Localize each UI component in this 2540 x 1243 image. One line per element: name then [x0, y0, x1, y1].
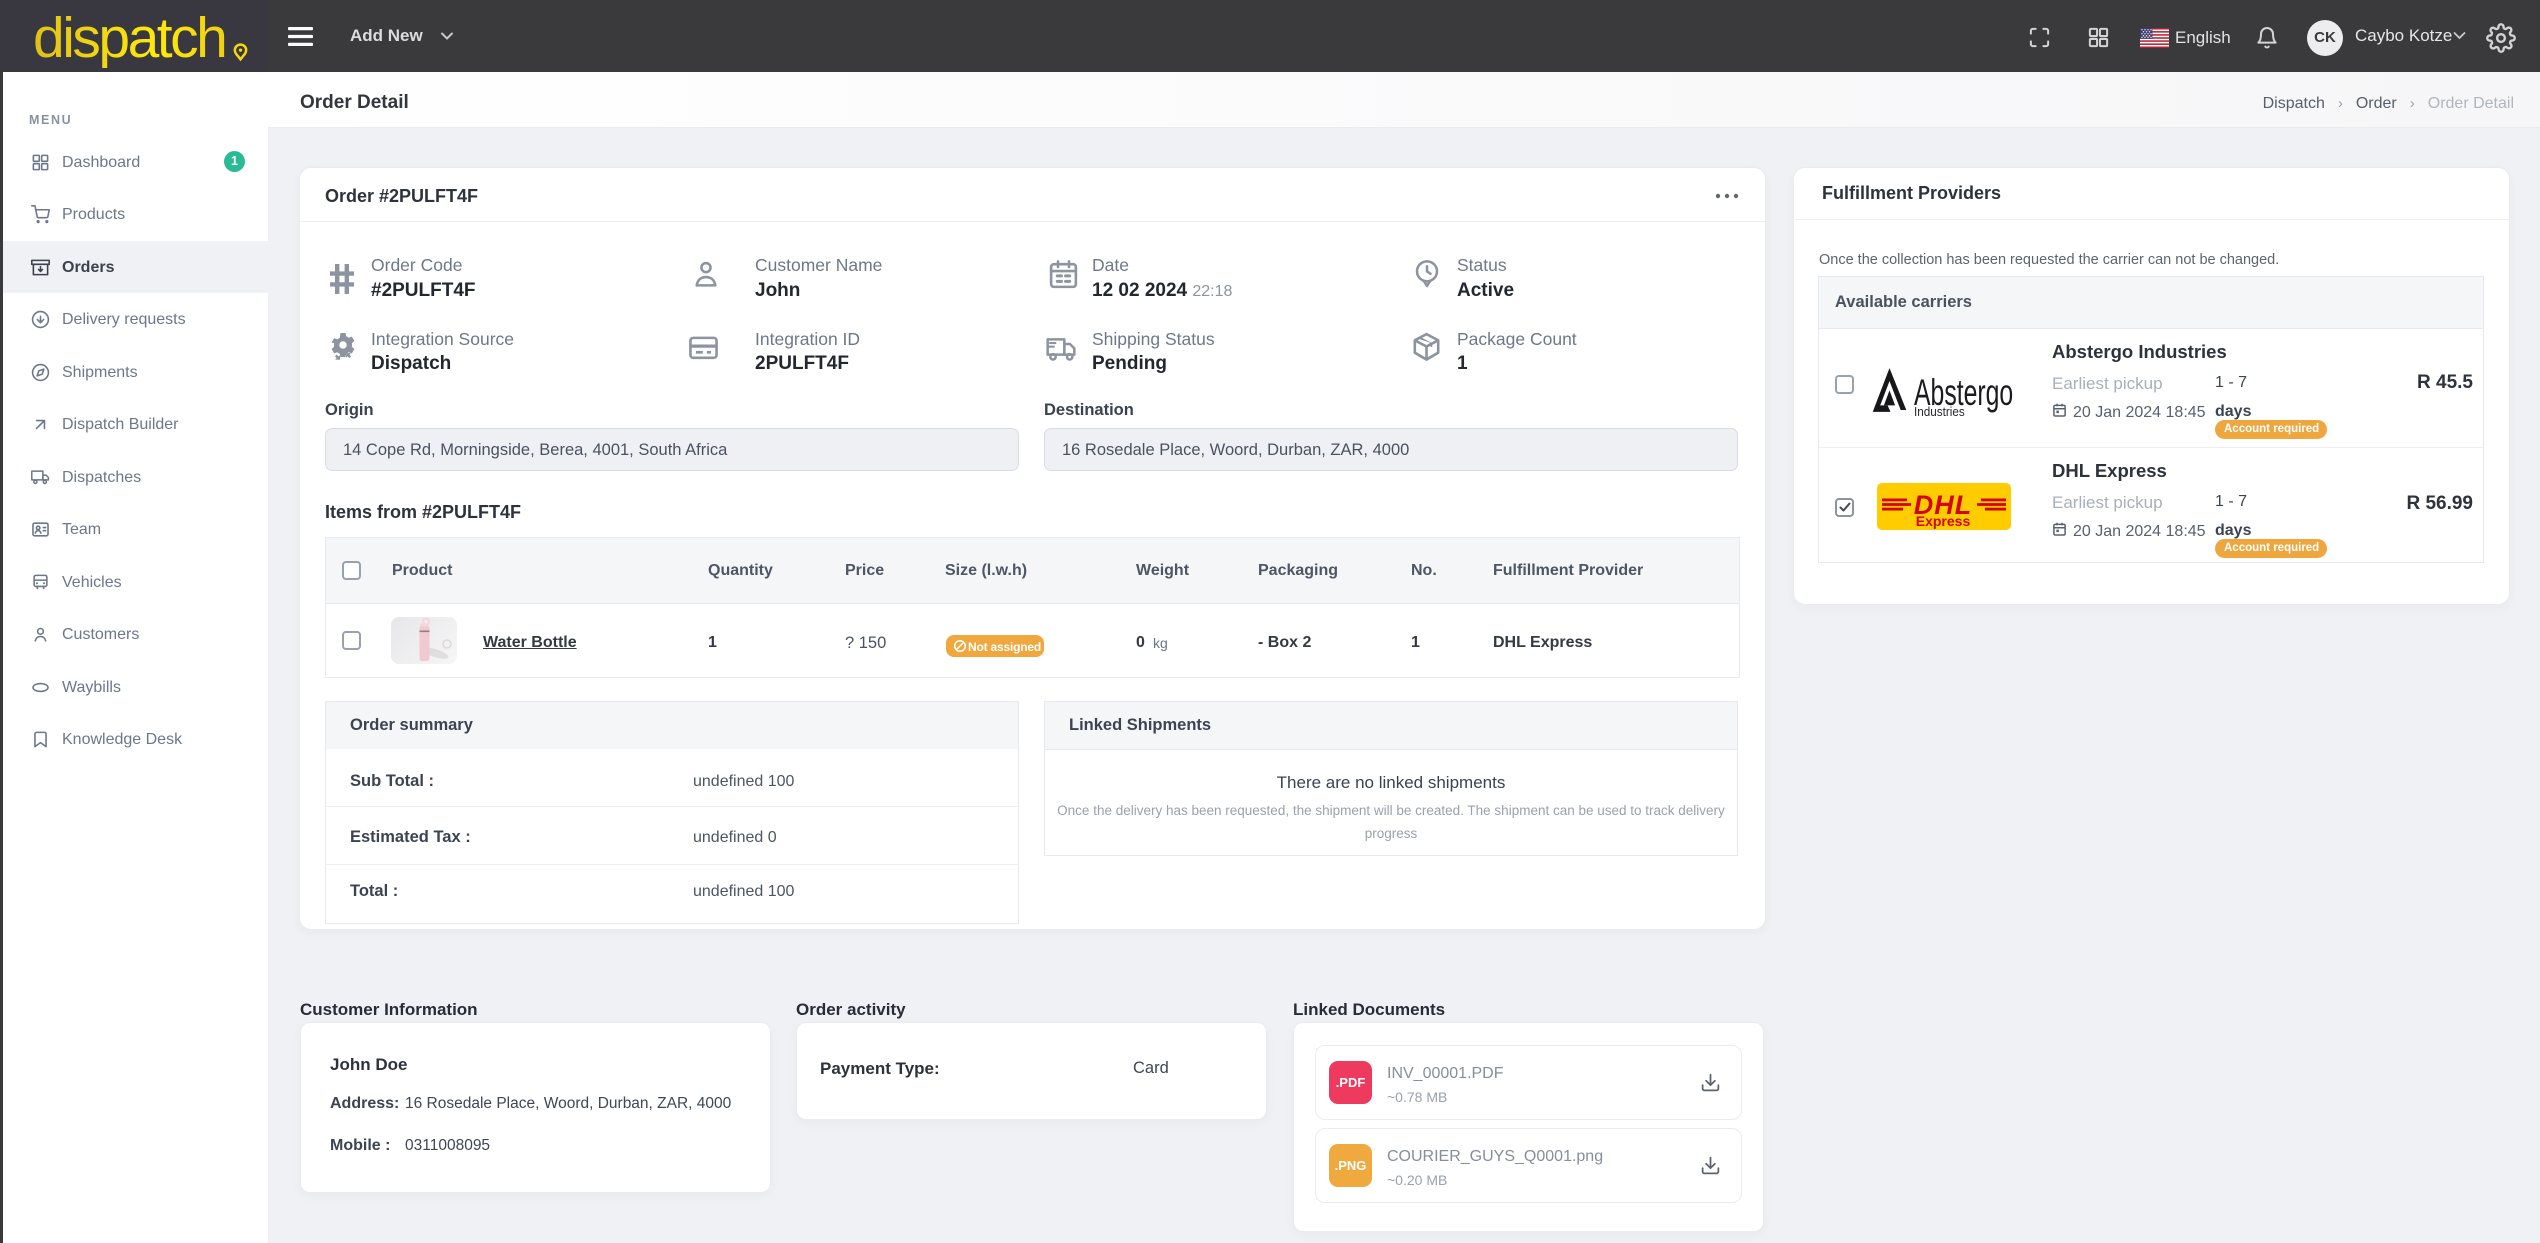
- svg-text:DHL: DHL: [1914, 490, 1973, 520]
- svg-text:Express: Express: [1916, 513, 1971, 529]
